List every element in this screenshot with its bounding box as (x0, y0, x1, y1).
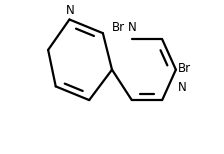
Text: Br: Br (112, 21, 125, 34)
Text: N: N (178, 81, 187, 94)
Text: N: N (66, 4, 75, 17)
Text: N: N (128, 21, 137, 34)
Text: Br: Br (178, 62, 191, 75)
